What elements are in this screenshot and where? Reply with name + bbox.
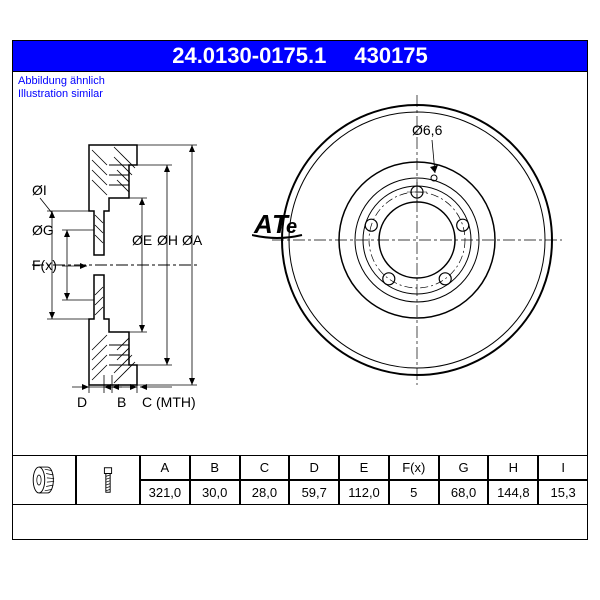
dim-D-label: D [77,394,87,410]
col-A: A 321,0 [140,455,190,505]
side-cross-section: ØI ØG ØE [32,135,202,355]
product-drawing-sheet: 24.0130-0175.1 430175 Abbildung ähnlich … [0,0,600,600]
col-H-value: 144,8 [488,480,538,505]
col-F-header: F(x) [389,455,439,480]
dim-E-label: ØE [132,232,152,248]
col-I: I 15,3 [538,455,588,505]
col-D: D 59,7 [289,455,339,505]
bolt-icon-cell [76,455,140,505]
dim-F-label: F(x) [32,257,57,273]
col-G-value: 68,0 [439,480,489,505]
alt-number: 430175 [354,43,427,69]
col-E: E 112,0 [339,455,389,505]
spec-table: A 321,0 B 30,0 C 28,0 D 59,7 E 112,0 F(x… [12,455,588,505]
bottom-dims: D B C (MTH) [32,375,222,415]
col-H-header: H [488,455,538,480]
col-C-value: 28,0 [240,480,290,505]
col-B-header: B [190,455,240,480]
col-G: G 68,0 [439,455,489,505]
brand-logo: A T e [252,205,332,245]
col-A-header: A [140,455,190,480]
col-F: F(x) 5 [389,455,439,505]
col-G-header: G [439,455,489,480]
diagram-area: ØI ØG ØE [12,80,588,455]
dim-B-label: B [117,394,126,410]
col-E-value: 112,0 [339,480,389,505]
svg-text:e: e [286,216,297,238]
col-I-header: I [538,455,588,480]
dim-A-label: ØA [182,232,203,248]
bolt-icon [90,462,126,498]
dim-G-label: ØG [32,222,54,238]
col-I-value: 15,3 [538,480,588,505]
vented-disc-icon-cell [12,455,76,505]
dim-I-label: ØI [32,182,47,198]
col-C-header: C [240,455,290,480]
col-D-value: 59,7 [289,480,339,505]
col-H: H 144,8 [488,455,538,505]
title-bar: 24.0130-0175.1 430175 [12,40,588,72]
part-number: 24.0130-0175.1 [172,43,326,69]
col-D-header: D [289,455,339,480]
col-A-value: 321,0 [140,480,190,505]
col-B-value: 30,0 [190,480,240,505]
col-F-value: 5 [389,480,439,505]
hole-dia-label: Ø6,6 [412,122,443,138]
dim-C-label: C (MTH) [142,394,196,410]
svg-text:A: A [253,209,273,239]
dim-H-label: ØH [157,232,178,248]
col-C: C 28,0 [240,455,290,505]
vented-disc-icon [26,462,62,498]
col-B: B 30,0 [190,455,240,505]
col-E-header: E [339,455,389,480]
